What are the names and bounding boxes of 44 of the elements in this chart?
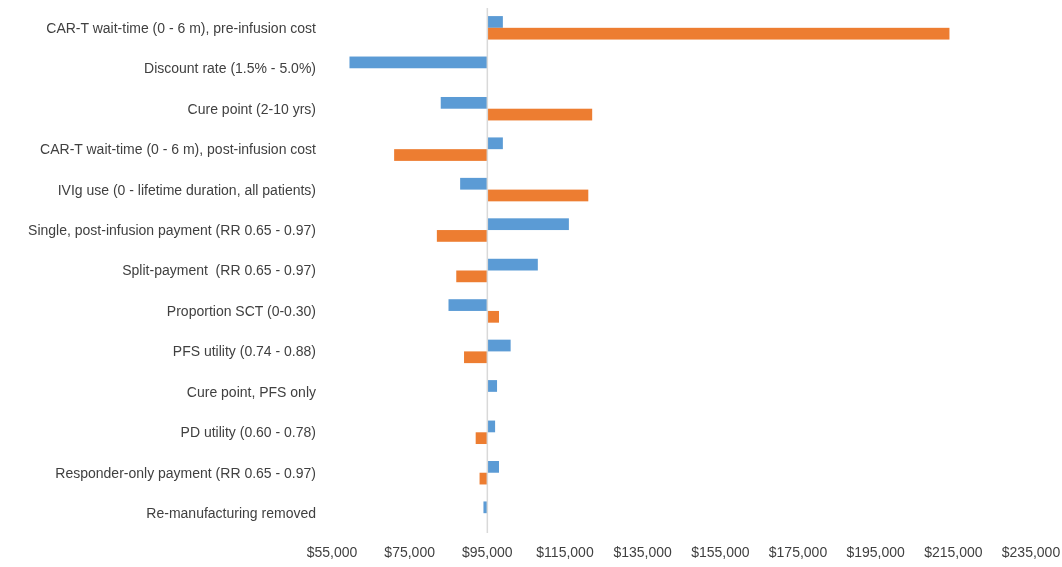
bar [487,380,498,392]
bar [349,56,488,69]
bar [483,501,488,514]
bar [456,270,488,283]
y-tick-label: Cure point, PFS only [186,383,316,400]
x-tick-label: $235,000 [1001,544,1061,560]
x-tick-label: $75,000 [384,544,436,560]
bar [440,96,488,109]
y-tick-label: PD utility (0.60 - 0.78) [180,424,316,441]
y-tick-label: Split-payment (RR 0.65 - 0.97) [122,262,316,279]
y-tick-label: Single, post-infusion payment (RR 0.65 - 0.97) [28,221,316,238]
x-tick-label: $115,000 [536,544,594,560]
bar [487,108,593,121]
y-tick-label: CAR-T wait-time (0 - 6 m), post-infusion cost [40,141,317,158]
y-tick-label: Proportion SCT (0-0.30) [166,302,316,319]
bar [436,230,488,242]
bar [394,149,488,161]
x-tick-label: $155,000 [691,544,750,560]
x-tick-label: $195,000 [846,544,906,560]
bar [475,432,488,445]
y-tick-label: Cure point (2-10 yrs) [187,100,316,117]
y-tick-label: Re-manufacturing removed [146,505,316,522]
x-tick-label: $175,000 [768,544,828,560]
y-tick-label: CAR-T wait-time (0 - 6 m), pre-infusion cost [46,19,317,36]
bar [487,137,503,150]
bar [487,339,511,352]
y-tick-label: PFS utility (0.74 - 0.88) [172,343,316,360]
bar [464,351,488,364]
bar [460,177,488,190]
bar [487,189,589,202]
bar [448,299,488,311]
x-tick-label: $95,000 [462,544,513,560]
x-tick-label: $215,000 [924,544,983,560]
y-tick-label: Discount rate (1.5% - 5.0%) [144,60,316,77]
bar [487,258,538,271]
x-tick-label: $135,000 [613,544,673,560]
x-tick-label: $55,000 [306,544,358,560]
bar [487,461,499,473]
bar [487,16,503,28]
y-tick-label: Responder-only payment (RR 0.65 - 0.97) [55,464,316,481]
bar [487,218,569,231]
bar [487,310,499,323]
bar [487,27,950,40]
y-tick-label: IVIg use (0 - lifetime duration, all patients) [57,181,316,198]
